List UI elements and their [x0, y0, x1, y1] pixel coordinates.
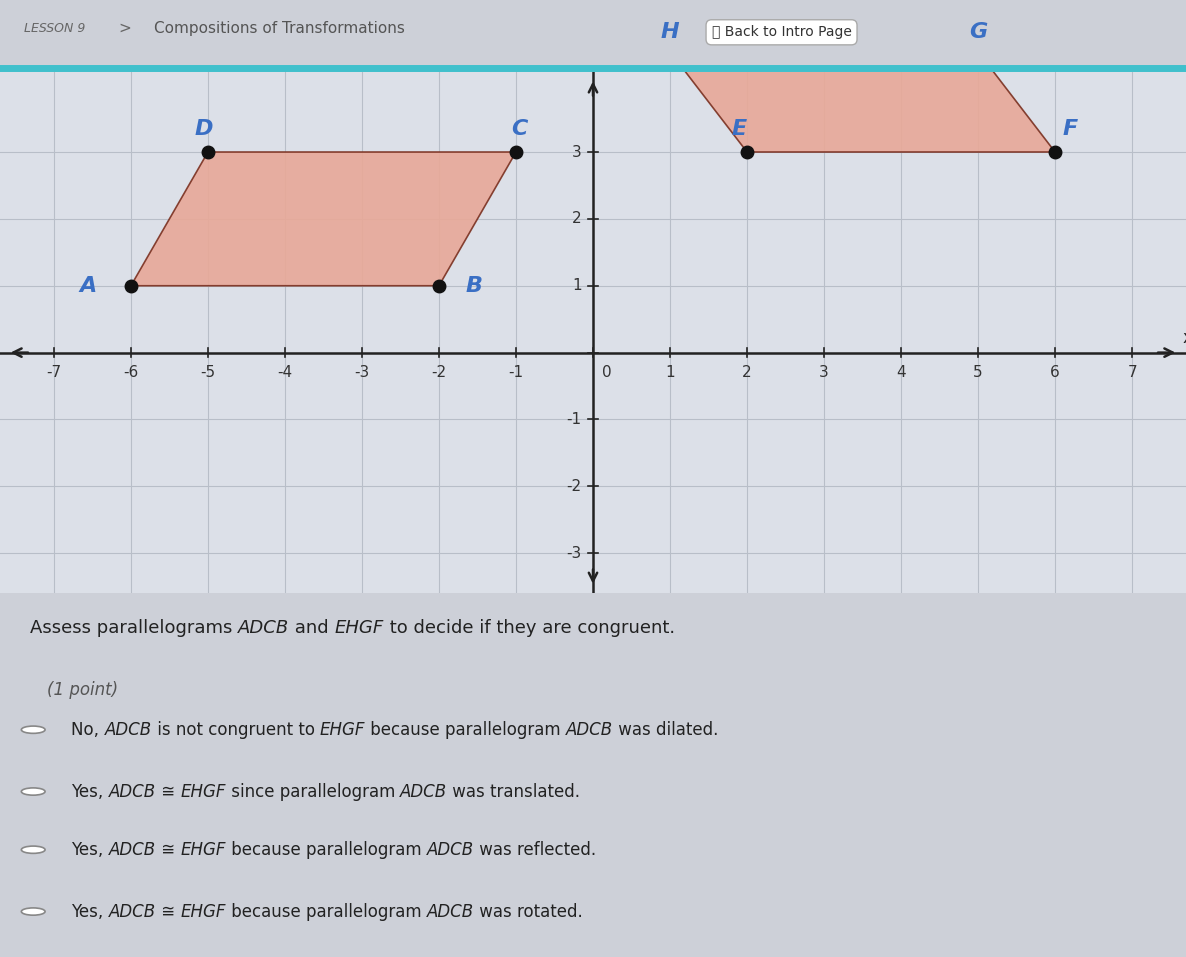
- Text: and: and: [289, 619, 334, 636]
- Text: G: G: [969, 22, 987, 42]
- Text: H: H: [661, 22, 680, 42]
- Text: because parallelogram: because parallelogram: [365, 721, 566, 739]
- Polygon shape: [670, 52, 1056, 152]
- Text: ≅: ≅: [155, 840, 180, 858]
- Text: ADCB: ADCB: [237, 619, 289, 636]
- Text: ≅: ≅: [155, 902, 180, 921]
- Text: ADCB: ADCB: [427, 840, 473, 858]
- Text: ADCB: ADCB: [109, 783, 155, 801]
- Text: 6: 6: [1050, 365, 1060, 380]
- Text: ADCB: ADCB: [104, 721, 152, 739]
- Text: ADCB: ADCB: [109, 902, 155, 921]
- Text: -2: -2: [567, 478, 581, 494]
- Text: EHGF: EHGF: [180, 783, 225, 801]
- Text: ⧉ Back to Intro Page: ⧉ Back to Intro Page: [712, 25, 852, 39]
- Text: (1 point): (1 point): [47, 680, 119, 699]
- Circle shape: [21, 846, 45, 854]
- Text: Assess parallelograms: Assess parallelograms: [30, 619, 237, 636]
- Text: EHGF: EHGF: [334, 619, 383, 636]
- Text: Yes,: Yes,: [71, 783, 109, 801]
- Text: Yes,: Yes,: [71, 902, 109, 921]
- Text: -2: -2: [432, 365, 447, 380]
- Text: EHGF: EHGF: [180, 840, 225, 858]
- Text: C: C: [511, 119, 528, 139]
- Text: x: x: [1182, 329, 1186, 347]
- Text: 7: 7: [1127, 365, 1137, 380]
- Text: was dilated.: was dilated.: [613, 721, 719, 739]
- Text: Yes,: Yes,: [71, 840, 109, 858]
- Text: -4: -4: [278, 365, 293, 380]
- Polygon shape: [130, 152, 516, 286]
- Text: 1: 1: [572, 278, 581, 293]
- Text: 3: 3: [572, 145, 581, 160]
- Text: -1: -1: [509, 365, 523, 380]
- Text: 1: 1: [665, 365, 675, 380]
- Text: F: F: [1063, 119, 1078, 139]
- Text: is not congruent to: is not congruent to: [152, 721, 320, 739]
- Text: since parallelogram: since parallelogram: [225, 783, 401, 801]
- Text: because parallelogram: because parallelogram: [225, 840, 427, 858]
- Text: was rotated.: was rotated.: [473, 902, 582, 921]
- Text: to decide if they are congruent.: to decide if they are congruent.: [383, 619, 675, 636]
- Text: 3: 3: [820, 365, 829, 380]
- Text: A: A: [79, 276, 97, 296]
- Text: 4: 4: [897, 365, 906, 380]
- Text: D: D: [195, 119, 213, 139]
- Text: B: B: [465, 276, 483, 296]
- Text: 5: 5: [974, 365, 983, 380]
- Text: ADCB: ADCB: [109, 840, 155, 858]
- Text: -3: -3: [566, 545, 581, 561]
- Text: Compositions of Transformations: Compositions of Transformations: [154, 21, 406, 36]
- Text: -7: -7: [46, 365, 62, 380]
- Text: was translated.: was translated.: [447, 783, 580, 801]
- Text: 2: 2: [572, 211, 581, 227]
- Circle shape: [21, 908, 45, 915]
- Text: ADCB: ADCB: [401, 783, 447, 801]
- Text: E: E: [732, 119, 747, 139]
- Text: LESSON 9: LESSON 9: [24, 22, 85, 35]
- Text: 2: 2: [742, 365, 752, 380]
- Text: was reflected.: was reflected.: [473, 840, 595, 858]
- Text: ADCB: ADCB: [427, 902, 473, 921]
- Text: because parallelogram: because parallelogram: [225, 902, 427, 921]
- Circle shape: [21, 726, 45, 733]
- Circle shape: [21, 788, 45, 795]
- Text: No,: No,: [71, 721, 104, 739]
- Text: -6: -6: [123, 365, 139, 380]
- Text: -3: -3: [355, 365, 370, 380]
- Text: ≅: ≅: [155, 783, 180, 801]
- Text: -5: -5: [200, 365, 216, 380]
- Text: EHGF: EHGF: [180, 902, 225, 921]
- Text: ADCB: ADCB: [566, 721, 613, 739]
- Text: >: >: [119, 21, 132, 36]
- Text: -1: -1: [567, 412, 581, 427]
- Text: 0: 0: [602, 365, 612, 380]
- Text: EHGF: EHGF: [320, 721, 365, 739]
